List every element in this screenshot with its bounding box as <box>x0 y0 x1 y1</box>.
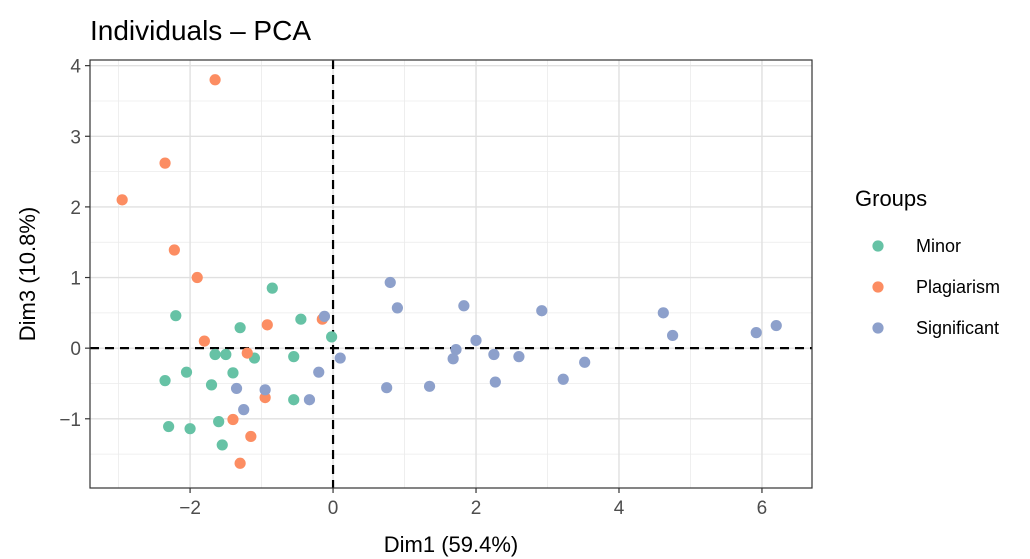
point-plagiarism <box>209 74 221 86</box>
point-significant <box>489 376 501 388</box>
point-plagiarism <box>241 347 253 359</box>
data-points <box>116 74 782 469</box>
point-plagiarism <box>261 319 273 331</box>
plot-panel-border <box>89 59 813 489</box>
point-significant <box>334 352 346 364</box>
y-tick-label: 3 <box>70 127 81 148</box>
y-tick-label: −1 <box>59 410 81 431</box>
x-axis-ticks: −2 0 2 4 6 <box>179 488 767 519</box>
legend-label-significant: Significant <box>916 318 999 338</box>
y-axis-title: Dim3 (10.8%) <box>15 207 40 341</box>
point-plagiarism <box>116 194 128 206</box>
point-minor <box>170 310 182 322</box>
point-plagiarism <box>159 157 171 169</box>
x-tick-label: 6 <box>757 498 768 519</box>
x-axis-title: Dim1 (59.4%) <box>384 532 518 557</box>
legend-key-significant <box>872 322 884 334</box>
point-plagiarism <box>198 335 210 347</box>
point-minor <box>159 375 171 387</box>
point-minor <box>288 351 300 363</box>
legend-label-minor: Minor <box>916 236 961 256</box>
x-tick-label: −2 <box>179 498 201 519</box>
point-minor <box>220 348 232 361</box>
point-significant <box>238 404 250 416</box>
point-significant <box>458 300 470 312</box>
point-plagiarism <box>234 457 246 469</box>
y-tick-label: 4 <box>70 57 81 78</box>
x-tick-label: 0 <box>328 498 339 519</box>
point-minor <box>266 282 278 294</box>
point-minor <box>209 348 221 361</box>
point-significant <box>657 307 669 319</box>
point-plagiarism <box>259 391 271 404</box>
point-minor <box>163 420 175 433</box>
point-significant <box>450 343 462 356</box>
point-minor <box>295 313 307 325</box>
chart-title: Individuals – PCA <box>90 15 311 46</box>
point-significant <box>391 302 403 314</box>
point-significant <box>381 382 393 394</box>
point-significant <box>318 310 331 322</box>
legend-label-plagiarism: Plagiarism <box>916 277 1000 297</box>
point-minor <box>184 423 196 435</box>
legend-title: Groups <box>855 186 927 211</box>
legend: Groups Minor Plagiarism Significant <box>855 186 1000 338</box>
point-minor <box>227 367 239 379</box>
point-significant <box>313 366 325 378</box>
point-minor <box>288 394 300 406</box>
point-significant <box>423 380 436 392</box>
point-significant <box>259 384 271 396</box>
point-minor <box>213 416 225 428</box>
y-tick-label: 1 <box>70 269 81 290</box>
point-significant <box>513 351 525 363</box>
legend-key-minor <box>872 240 884 252</box>
point-minor <box>326 331 338 343</box>
point-significant <box>536 305 548 317</box>
point-significant <box>447 353 459 365</box>
point-significant <box>770 319 782 332</box>
y-tick-label: 0 <box>70 339 81 360</box>
point-significant <box>557 373 569 385</box>
y-tick-label: 2 <box>70 198 81 219</box>
point-significant <box>470 334 482 346</box>
y-axis-ticks: −1 0 1 2 3 4 <box>59 57 90 431</box>
point-plagiarism <box>245 430 257 443</box>
point-significant <box>667 329 679 342</box>
x-tick-label: 2 <box>471 498 482 519</box>
point-minor <box>180 366 193 378</box>
point-plagiarism <box>168 244 180 256</box>
x-tick-label: 4 <box>614 498 625 519</box>
point-plagiarism <box>191 271 203 284</box>
point-significant <box>750 327 762 339</box>
legend-key-plagiarism <box>872 281 884 293</box>
point-significant <box>579 356 591 368</box>
legend-items: Minor Plagiarism Significant <box>872 236 1000 338</box>
point-minor <box>234 322 246 334</box>
point-minor <box>205 379 218 391</box>
point-significant <box>230 382 243 395</box>
point-significant <box>384 276 396 289</box>
point-significant <box>303 394 316 406</box>
point-significant <box>488 348 500 361</box>
point-minor <box>216 439 228 451</box>
point-plagiarism <box>227 413 239 426</box>
